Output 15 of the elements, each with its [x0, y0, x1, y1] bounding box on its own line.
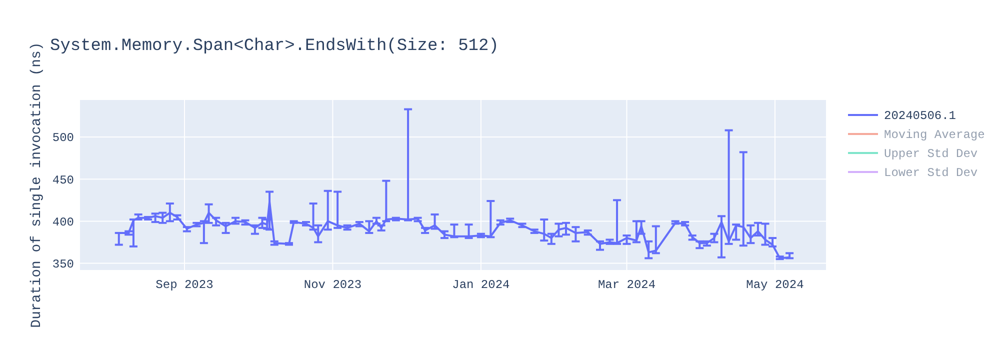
- x-tick-label: May 2024: [746, 278, 804, 292]
- x-tick-label: Sep 2023: [156, 278, 214, 292]
- x-tick-label: Nov 2023: [304, 278, 362, 292]
- y-tick-label: 500: [52, 131, 74, 146]
- legend-label: Lower Std Dev: [884, 166, 978, 180]
- x-tick-label: Mar 2024: [598, 278, 656, 292]
- legend-label: 20240506.1: [884, 109, 956, 124]
- x-tick-label: Jan 2024: [452, 278, 510, 292]
- y-axis-title: Duration of single invocation (ns): [29, 42, 45, 328]
- chart-title: System.Memory.Span<Char>.EndsWith(Size: 512): [50, 37, 499, 56]
- y-tick-label: 400: [52, 215, 74, 230]
- y-tick-label: 350: [52, 257, 74, 272]
- legend-label: Upper Std Dev: [884, 147, 978, 162]
- y-tick-label: 450: [52, 173, 74, 188]
- legend-label: Moving Average: [884, 128, 985, 142]
